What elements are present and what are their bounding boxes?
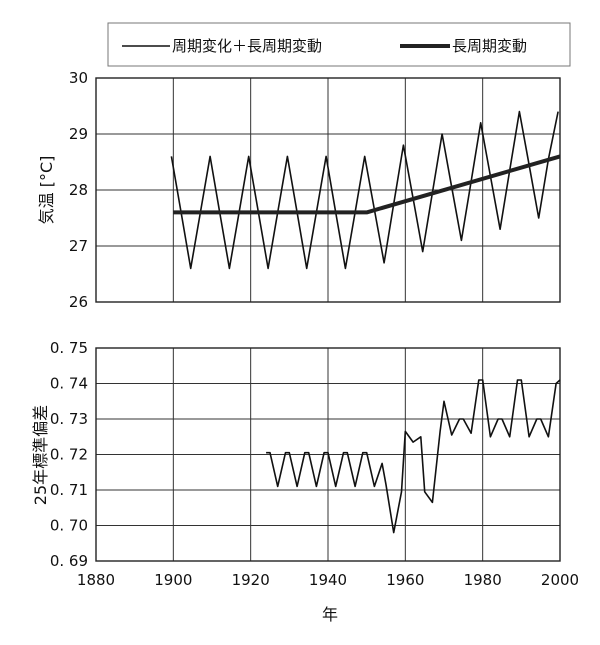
std-x-tick-label: 1960 [386, 571, 424, 589]
temperature-y-tick-label: 28 [69, 181, 88, 199]
std-y-tick-label: 0. 71 [50, 481, 88, 499]
legend-thick-label: 長周期変動 [452, 37, 527, 55]
std-plot-frame [95, 347, 561, 562]
temperature-y-axis-label: 気温 [°C] [37, 156, 56, 225]
std-y-tick-label: 0. 74 [50, 375, 88, 393]
std-x-axis-label: 年 [322, 605, 338, 624]
series-25yr-std-deviation [266, 379, 561, 534]
std-y-tick-label: 0. 69 [50, 552, 88, 570]
std-y-tick-labels: 0. 69 0. 70 0. 71 0. 72 0. 73 0. 74 0. 75 [50, 339, 88, 570]
std-deviation-chart: 0. 69 0. 70 0. 71 0. 72 0. 73 0. 74 0. 75 1880… [31, 339, 579, 624]
series-periodic-plus-long-term [170, 110, 559, 270]
legend-box [107, 22, 571, 67]
std-x-tick-label: 1920 [232, 571, 270, 589]
temperature-plot-frame [95, 77, 561, 303]
std-x-tick-label: 1940 [309, 571, 347, 589]
std-y-tick-label: 0. 70 [50, 517, 88, 535]
std-x-tick-label: 1980 [464, 571, 502, 589]
std-y-tick-label: 0. 75 [50, 339, 88, 357]
std-x-tick-label: 2000 [541, 571, 579, 589]
std-y-tick-label: 0. 73 [50, 410, 88, 428]
legend: 周期変化＋長周期変動 長周期変動 [107, 22, 571, 67]
temperature-y-tick-labels: 26 27 28 29 30 [69, 69, 88, 311]
std-x-tick-label: 1880 [77, 571, 115, 589]
temperature-gridlines [96, 77, 560, 303]
temperature-y-tick-label: 29 [69, 125, 88, 143]
legend-thin-label: 周期変化＋長周期変動 [172, 37, 322, 55]
temperature-y-tick-label: 27 [69, 237, 88, 255]
std-y-axis-label: 25年標準偏差 [31, 405, 50, 505]
temperature-chart: 26 27 28 29 30 気温 [°C] [37, 69, 561, 311]
std-x-tick-labels: 1880 1900 1920 1940 1960 1980 2000 [77, 571, 579, 589]
std-y-tick-label: 0. 72 [50, 446, 88, 464]
std-x-tick-label: 1900 [154, 571, 192, 589]
temperature-y-tick-label: 30 [69, 69, 88, 87]
temperature-y-tick-label: 26 [69, 293, 88, 311]
series-long-term-trend [173, 154, 561, 215]
